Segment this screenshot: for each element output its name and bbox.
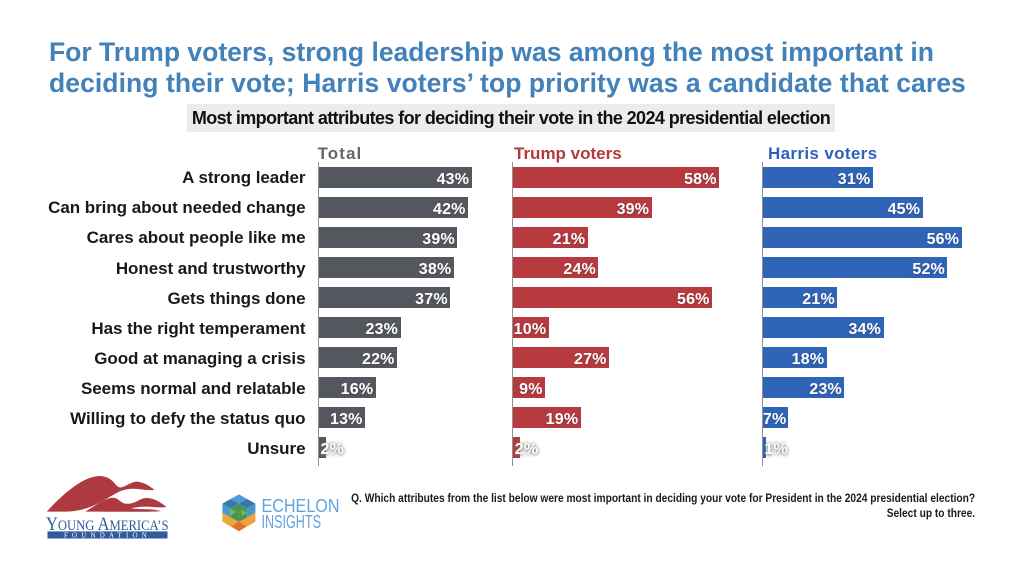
svg-text:INSIGHTS: INSIGHTS	[262, 512, 322, 532]
svg-text:ECHELON: ECHELON	[262, 495, 340, 516]
svg-text:FOUNDATION: FOUNDATION	[64, 531, 151, 539]
svg-text:YOUNG AMERICA’S: YOUNG AMERICA’S	[46, 515, 169, 535]
